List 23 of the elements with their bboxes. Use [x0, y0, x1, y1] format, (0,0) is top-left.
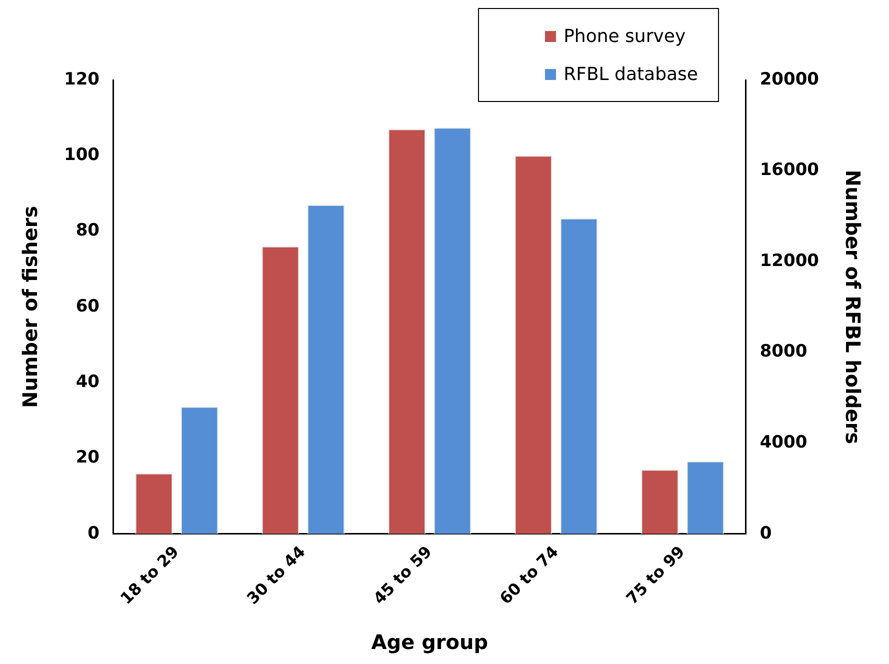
y2-tick-label: 8000	[760, 342, 808, 362]
y-tick-label: 20	[76, 448, 100, 468]
y2-tick-label: 12000	[760, 250, 820, 271]
x-tick-label: 75 to 99	[622, 542, 688, 608]
y-tick-label: 40	[76, 372, 100, 392]
y2-tick-label: 0	[760, 523, 772, 544]
y-axis-title: Number of fishers	[18, 206, 42, 408]
y-tick-label: 80	[76, 220, 100, 241]
y2-tick-label: 4000	[760, 432, 808, 453]
legend-label: RFBL database	[564, 64, 698, 84]
y-tick-label: 120	[64, 69, 100, 90]
x-tick-label: 45 to 59	[369, 542, 436, 608]
x-tick-label: 18 to 29	[116, 542, 182, 608]
y2-axis-title: Number of RFBL holders	[840, 170, 865, 444]
y-tick-label: 0	[88, 523, 100, 544]
legend-label: Phone survey	[564, 26, 686, 46]
x-axis-title: Age group	[371, 630, 488, 654]
x-tick-label: 60 to 74	[496, 542, 562, 608]
x-tick-label: 30 to 44	[242, 542, 309, 608]
y-tick-label: 100	[64, 145, 100, 166]
y2-tick-label: 20000	[760, 69, 820, 90]
y-tick-label: 60	[76, 296, 100, 316]
y2-tick-label: 16000	[760, 160, 820, 180]
